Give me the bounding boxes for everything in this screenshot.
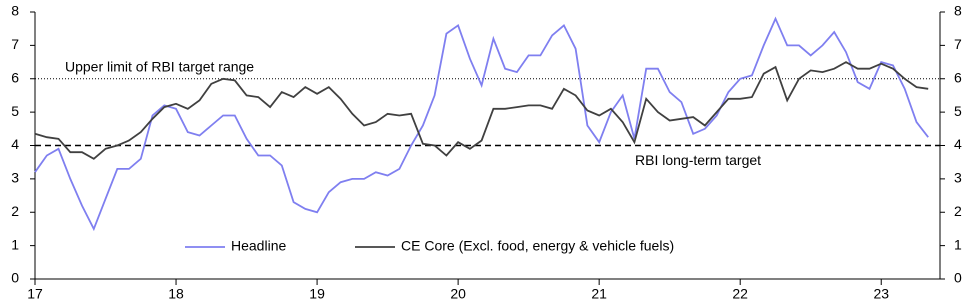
y2-tick-label: 1 [954, 236, 962, 252]
y-tick-label: 7 [11, 36, 19, 52]
y2-tick-label: 8 [954, 3, 962, 19]
x-tick-label: 19 [309, 286, 325, 302]
y-tick-label: 3 [11, 170, 19, 186]
x-tick-label: 17 [27, 286, 43, 302]
y-tick-label: 8 [11, 3, 19, 19]
line-series [34, 16, 929, 232]
x-tick-label: 23 [873, 286, 889, 302]
y2-tick-label: 4 [954, 136, 962, 152]
y2-tick-label: 3 [954, 170, 962, 186]
y-tick-label: 1 [11, 236, 19, 252]
legend-label: Headline [231, 238, 286, 254]
x-tick-label: 21 [591, 286, 607, 302]
line-series [34, 61, 929, 160]
x-tick-label: 22 [732, 286, 748, 302]
y-tick-label: 4 [11, 136, 19, 152]
y2-tick-label: 0 [954, 270, 962, 286]
x-tick-label: 20 [450, 286, 466, 302]
y-tick-label: 2 [11, 203, 19, 219]
y2-tick-label: 5 [954, 103, 962, 119]
x-tick-label: 18 [168, 286, 184, 302]
y2-tick-label: 2 [954, 203, 962, 219]
reference-label: RBI long-term target [635, 152, 761, 168]
reference-label: Upper limit of RBI target range [65, 58, 254, 74]
y-tick-label: 6 [11, 69, 19, 85]
legend-label: CE Core (Excl. food, energy & vehicle fu… [401, 238, 674, 254]
y2-tick-label: 6 [954, 69, 962, 85]
y-tick-label: 5 [11, 103, 19, 119]
y-tick-label: 0 [11, 270, 19, 286]
y2-tick-label: 7 [954, 36, 962, 52]
